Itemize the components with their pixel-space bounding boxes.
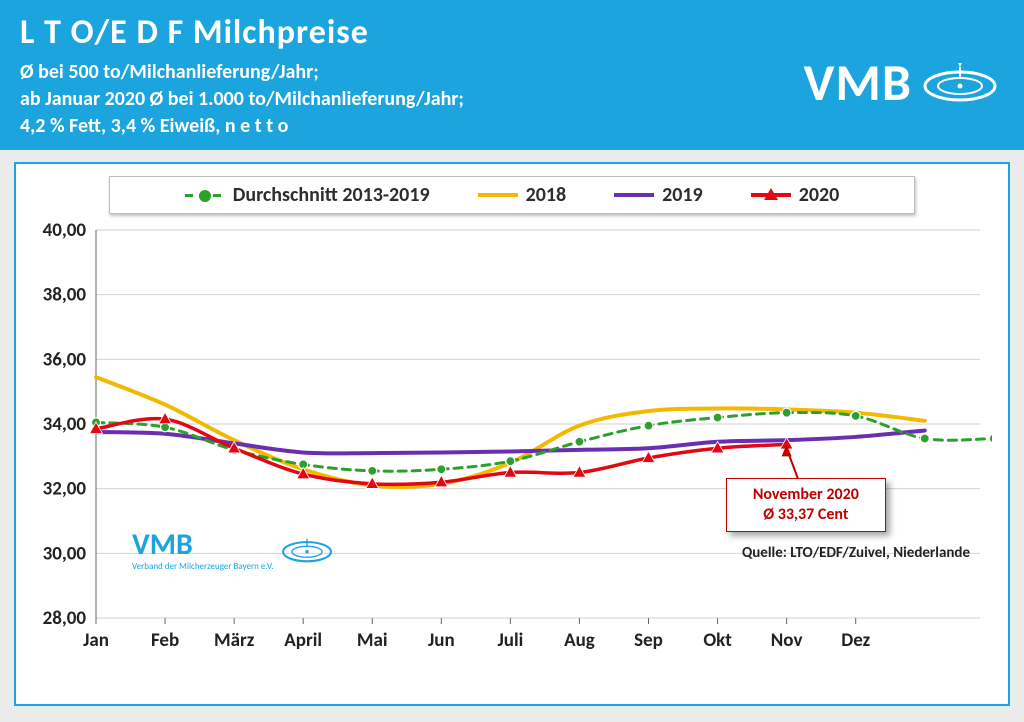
- callout-line: Ø 33,37 Cent: [739, 505, 873, 525]
- x-tick-label: April: [284, 629, 322, 652]
- y-tick-label: 38,00: [43, 284, 87, 307]
- subtitle-line: 4,2 % Fett, 3,4 % Eiweiß, n e t t o: [20, 113, 1004, 140]
- callout-box: November 2020Ø 33,37 Cent: [726, 478, 886, 532]
- x-tick-label: Dez: [841, 629, 870, 652]
- source-text: Quelle: LTO/EDF/Zuivel, Niederlande: [742, 544, 970, 562]
- callout-line: November 2020: [739, 485, 873, 505]
- chart-title: L T O/E D F Milchpreise: [20, 12, 1004, 53]
- watermark-subtext: Verband der Milcherzeuger Bayern e.V.: [132, 561, 273, 572]
- x-tick-label: Feb: [151, 629, 179, 652]
- watermark-icon: [281, 534, 333, 564]
- x-tick-label: Okt: [703, 629, 732, 652]
- x-tick-label: Aug: [564, 629, 595, 652]
- x-tick-label: Nov: [771, 629, 803, 652]
- legend-label: 2018: [526, 183, 567, 207]
- header: L T O/E D F Milchpreise Ø bei 500 to/Mil…: [0, 0, 1024, 150]
- line-chart: 28,00 30,00 32,00 34,00 36,00 38,00 40,00 Jan Fe…: [32, 220, 992, 660]
- y-tick-label: 36,00: [43, 348, 87, 371]
- x-tick-label: Mai: [357, 629, 388, 652]
- legend-label: 2020: [799, 183, 840, 207]
- legend-item: 2019: [614, 183, 703, 207]
- y-tick-label: 32,00: [43, 478, 87, 501]
- y-tick-label: 28,00: [43, 607, 87, 630]
- logo-text: VMB: [804, 50, 912, 114]
- legend-item: 2018: [478, 183, 567, 207]
- x-tick-label: März: [214, 629, 255, 652]
- y-tick-label: 34,00: [43, 413, 87, 436]
- watermark-text: VMB: [132, 526, 193, 563]
- x-tick-label: Jun: [428, 629, 455, 652]
- logo-icon: [922, 61, 998, 103]
- logo: VMB: [804, 50, 998, 114]
- y-tick-label: 40,00: [43, 220, 87, 242]
- y-tick-label: 30,00: [43, 542, 87, 565]
- legend-label: Durchschnitt 2013-2019: [233, 183, 430, 207]
- chart-panel: Durchschnitt 2013-2019 2018 2019 2020 28,00…: [14, 162, 1010, 706]
- watermark-logo: VMB Verband der Milcherzeuger Bayern e.V…: [132, 526, 333, 572]
- x-tick-label: Sep: [634, 629, 663, 652]
- legend: Durchschnitt 2013-2019 2018 2019 2020: [109, 176, 915, 214]
- plot-area: 28,00 30,00 32,00 34,00 36,00 38,00 40,00 Jan Fe…: [32, 220, 992, 660]
- legend-label: 2019: [662, 183, 703, 207]
- x-tick-label: Jan: [83, 629, 109, 652]
- legend-item: Durchschnitt 2013-2019: [185, 183, 430, 207]
- legend-item: 2020: [751, 183, 840, 207]
- x-tick-label: Juli: [497, 629, 523, 652]
